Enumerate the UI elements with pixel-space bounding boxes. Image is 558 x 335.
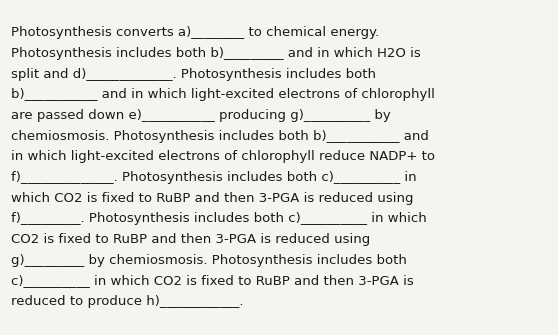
Text: b)___________ and in which light-excited electrons of chlorophyll: b)___________ and in which light-excited… [11, 88, 435, 102]
Text: are passed down e)___________ producing g)__________ by: are passed down e)___________ producing … [11, 109, 391, 122]
Text: g)_________ by chemiosmosis. Photosynthesis includes both: g)_________ by chemiosmosis. Photosynthe… [11, 254, 407, 267]
Text: f)______________. Photosynthesis includes both c)__________ in: f)______________. Photosynthesis include… [11, 171, 417, 184]
Text: split and d)_____________. Photosynthesis includes both: split and d)_____________. Photosynthesi… [11, 68, 376, 81]
Text: CO2 is fixed to RuBP and then 3-PGA is reduced using: CO2 is fixed to RuBP and then 3-PGA is r… [11, 233, 371, 246]
Text: in which light-excited electrons of chlorophyll reduce NADP+ to: in which light-excited electrons of chlo… [11, 150, 435, 163]
Text: f)_________. Photosynthesis includes both c)__________ in which: f)_________. Photosynthesis includes bot… [11, 212, 427, 225]
Text: chemiosmosis. Photosynthesis includes both b)___________ and: chemiosmosis. Photosynthesis includes bo… [11, 130, 429, 143]
Text: Photosynthesis includes both b)_________ and in which H2O is: Photosynthesis includes both b)_________… [11, 47, 421, 60]
Text: which CO2 is fixed to RuBP and then 3-PGA is reduced using: which CO2 is fixed to RuBP and then 3-PG… [11, 192, 413, 205]
Text: Photosynthesis converts a)________ to chemical energy.: Photosynthesis converts a)________ to ch… [11, 26, 379, 39]
Text: reduced to produce h)____________.: reduced to produce h)____________. [11, 295, 243, 308]
Text: c)__________ in which CO2 is fixed to RuBP and then 3-PGA is: c)__________ in which CO2 is fixed to Ru… [11, 274, 414, 287]
